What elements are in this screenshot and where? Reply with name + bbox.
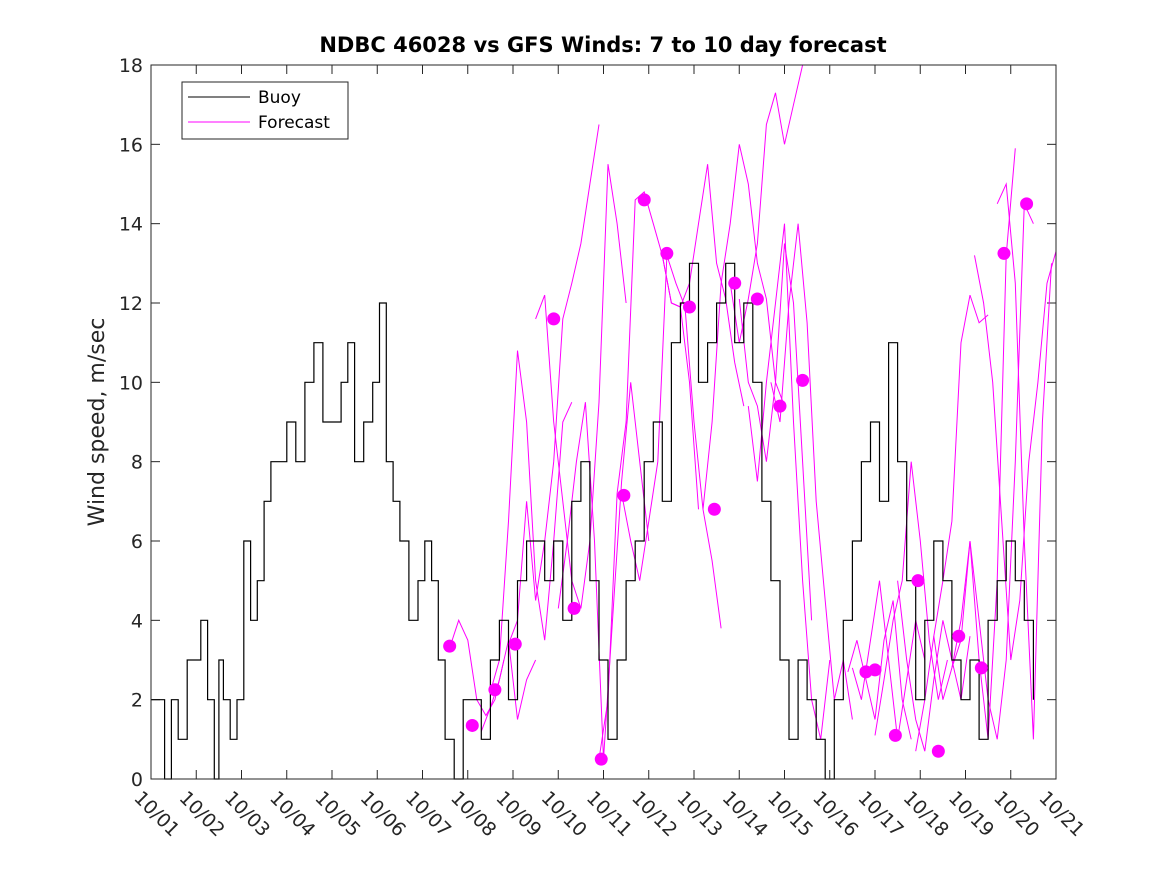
forecast-point [997, 246, 1011, 260]
forecast-line [951, 203, 1034, 740]
forecast-point [796, 373, 810, 387]
forecast-point [773, 399, 787, 413]
forecast-line [974, 251, 1057, 661]
y-tick-label: 12 [119, 293, 143, 315]
forecast-points [443, 193, 1034, 766]
y-tick-label: 14 [119, 214, 143, 236]
forecast-point [594, 752, 608, 766]
forecast-point [952, 629, 966, 643]
forecast-point [488, 683, 502, 697]
buoy-line [151, 262, 1034, 780]
y-tick-label: 10 [119, 372, 143, 394]
legend: Buoy Forecast [181, 81, 349, 140]
forecast-line [621, 255, 722, 629]
forecast-line [661, 164, 745, 407]
forecast-line [897, 580, 971, 752]
forecast-point [660, 246, 674, 260]
forecast-point [465, 718, 479, 732]
forecast-point [617, 488, 631, 502]
forecast-line [489, 350, 573, 692]
forecast-line [770, 223, 853, 720]
legend-box [181, 81, 349, 140]
forecast-line [598, 190, 699, 760]
plot-frame [150, 64, 1057, 780]
forecast-point [728, 276, 742, 290]
y-axis-label: Wind speed, m/sec [85, 318, 110, 527]
forecast-line [851, 580, 926, 740]
forecast-point [1020, 197, 1034, 211]
forecast-point [888, 728, 902, 742]
y-tick-label: 2 [131, 690, 143, 712]
y-tick-label: 0 [131, 769, 143, 791]
legend-buoy-label: Buoy [258, 88, 301, 108]
forecast-point [868, 663, 882, 677]
chart-title: NDBC 46028 vs GFS Winds: 7 to 10 day for… [319, 33, 886, 57]
forecast-line [933, 148, 1016, 740]
y-tick-label: 8 [131, 452, 143, 474]
forecast-lines [449, 64, 1057, 760]
y-tick-label: 16 [119, 134, 143, 156]
forecast-point [682, 300, 696, 314]
forecast-point [974, 661, 988, 675]
y-tick-label: 4 [131, 610, 143, 632]
forecast-line [874, 461, 948, 736]
forecast-line [738, 243, 813, 621]
forecast-point [750, 292, 764, 306]
forecast-line [915, 294, 989, 752]
y-axis: 0 2 4 6 8 10 12 14 16 18 [119, 55, 1056, 791]
forecast-point [911, 574, 925, 588]
forecast-line [508, 124, 600, 645]
buoy-series [151, 262, 1034, 780]
forecast-point [443, 639, 457, 653]
forecast-point [567, 601, 581, 615]
forecast-line [847, 600, 912, 740]
forecast-line [535, 164, 627, 609]
y-tick-label: 6 [131, 531, 143, 553]
legend-forecast-label: Forecast [258, 113, 330, 133]
forecast-point [931, 744, 945, 758]
forecast-point [508, 637, 522, 651]
forecast-point [637, 193, 651, 207]
forecast-line [996, 182, 1052, 740]
forecast-point [707, 502, 721, 516]
forecast-point [547, 312, 561, 326]
y-tick-label: 18 [119, 55, 143, 77]
